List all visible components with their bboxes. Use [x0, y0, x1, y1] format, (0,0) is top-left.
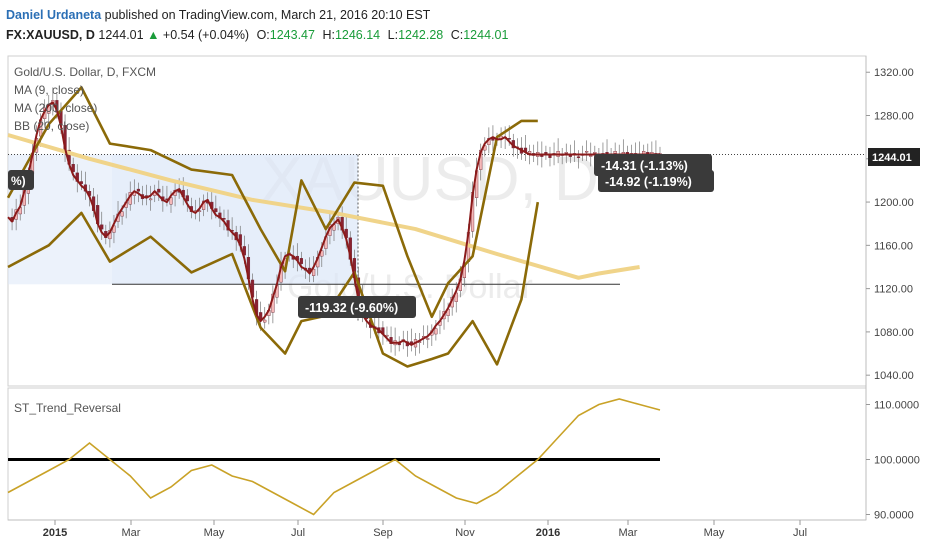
candle-body — [157, 188, 161, 193]
price-tick-label: 1320.00 — [874, 67, 914, 79]
author-link[interactable]: Daniel Urdaneta — [6, 8, 102, 22]
candle-body — [613, 151, 617, 154]
high-label: H: — [322, 28, 335, 42]
candle-body — [100, 224, 104, 230]
legend-ma9[interactable]: MA (9, close) — [14, 83, 84, 97]
indicator-tick-label: 90.0000 — [874, 510, 914, 522]
time-tick-label: May — [704, 527, 725, 539]
callout-left-clip: %) — [8, 170, 34, 190]
indicator-tick-label: 100.0000 — [874, 455, 920, 467]
price-tick-label: 1280.00 — [874, 111, 914, 123]
bollinger-lower-line — [7, 201, 540, 368]
publish-info: published on TradingView.com, March 21, … — [104, 8, 431, 22]
candle-body — [169, 197, 173, 205]
callout-left-clip-text: %) — [11, 174, 26, 188]
price-tick-label: 1200.00 — [874, 197, 914, 209]
callout-measure-drop-text: -119.32 (-9.60%) — [305, 301, 398, 315]
open-value: 1243.47 — [269, 28, 315, 42]
low-label: L: — [387, 28, 399, 42]
candle-body — [593, 152, 597, 154]
price-tick-label: 1160.00 — [874, 240, 913, 252]
candle-body — [149, 198, 153, 201]
candle-body — [585, 151, 589, 153]
last-price-tag-text: 1244.01 — [872, 152, 912, 164]
time-tick-label: 2015 — [43, 527, 67, 539]
open-label: O: — [256, 28, 270, 42]
candle-body — [548, 155, 552, 158]
price-tick-label: 1120.00 — [874, 284, 913, 296]
publish-line: Daniel Urdaneta published on TradingView… — [6, 6, 926, 24]
indicator-pane[interactable] — [7, 387, 867, 521]
candle-body — [299, 258, 303, 264]
candle-body — [426, 338, 430, 340]
ma9-line — [7, 101, 660, 346]
price-axis[interactable]: 1320.001280.001240.001200.001160.001120.… — [866, 67, 920, 522]
time-tick-label: Jul — [291, 527, 305, 539]
candle-body — [312, 268, 316, 276]
up-arrow-icon: ▲ — [147, 28, 160, 42]
callout-measure-top-2-text: -14.92 (-1.19%) — [605, 175, 692, 189]
candle-body — [568, 155, 572, 157]
candle-body — [544, 152, 548, 154]
candle-body — [71, 163, 75, 172]
indicator-plot — [7, 398, 661, 516]
time-tick-label: Jul — [793, 527, 807, 539]
st-trend-reversal-line — [7, 398, 661, 516]
legend-bb[interactable]: BB (20, close) — [14, 119, 89, 133]
time-axis[interactable]: 2015 Mar May Jul Sep Nov 2016 Mar May Jul — [43, 520, 807, 539]
price-tick-label: 1080.00 — [874, 327, 914, 339]
time-tick-label: Mar — [122, 527, 141, 539]
candle-body — [214, 208, 218, 213]
candle-body — [263, 319, 267, 323]
price-tick-label: 1040.00 — [874, 370, 914, 382]
close-value: 1244.01 — [463, 28, 509, 42]
callout-measure-top-1-text: -14.31 (-1.13%) — [601, 159, 688, 173]
bollinger-upper-line — [6, 86, 538, 319]
ohlc-line: FX:XAUUSD, D 1244.01 ▲ +0.54 (+0.04%) O:… — [6, 26, 926, 44]
time-tick-label: Mar — [619, 527, 638, 539]
candle-body — [576, 156, 581, 158]
time-tick-label: Nov — [455, 527, 475, 539]
callout-measure-top-1: -14.31 (-1.13%) — [594, 154, 712, 176]
time-tick-label: May — [204, 527, 225, 539]
time-tick-label: 2016 — [536, 527, 560, 539]
chart-header: Daniel Urdaneta published on TradingView… — [6, 6, 926, 44]
low-value: 1242.28 — [398, 28, 444, 42]
legend-ma200[interactable]: MA (200, close) — [14, 101, 97, 115]
price-change: +0.54 (+0.04%) — [162, 28, 250, 42]
callout-measure-drop: -119.32 (-9.60%) — [298, 296, 416, 318]
candle-body — [136, 188, 140, 192]
indicator-tick-label: 110.0000 — [874, 400, 919, 412]
candle-body — [589, 155, 593, 157]
time-tick-label: Sep — [373, 527, 393, 539]
symbol-label: FX:XAUUSD, D — [6, 28, 95, 42]
legend-indicator[interactable]: ST_Trend_Reversal — [14, 401, 121, 415]
candle-body — [185, 195, 189, 202]
candle-body — [564, 152, 568, 154]
candle-body — [434, 328, 438, 335]
high-value: 1246.14 — [334, 28, 381, 42]
last-price: 1244.01 — [98, 28, 144, 42]
legend-title: Gold/U.S. Dollar, D, FXCM — [14, 65, 156, 79]
last-price-tag: 1244.01 — [868, 148, 920, 166]
candle-body — [120, 211, 124, 217]
ma200-line — [7, 133, 640, 280]
close-label: C: — [450, 28, 464, 42]
